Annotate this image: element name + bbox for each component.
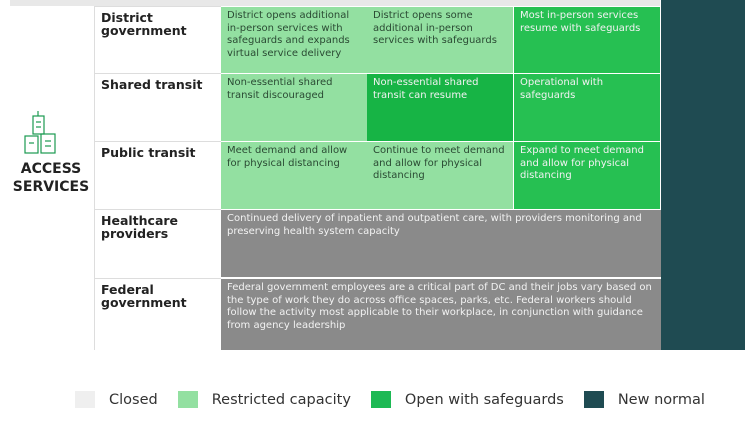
- legend: Closed Restricted capacity Open with safeg…: [75, 391, 725, 408]
- legend-label: New normal: [617, 391, 705, 408]
- legend-swatch: [177, 391, 198, 408]
- row-label: Federal government: [101, 282, 187, 310]
- legend-label: Restricted capacity: [211, 391, 351, 408]
- row-separator: [95, 278, 221, 279]
- cell: Non-essential shared transit can resume: [367, 74, 513, 141]
- legend-label: Closed: [109, 391, 158, 408]
- row-separator: [95, 141, 221, 142]
- cell: Operational with safeguards: [514, 74, 660, 141]
- legend-label: Open with safeguards: [404, 391, 564, 408]
- cell: Federal government employees are a criti…: [221, 279, 661, 350]
- row-separator: [95, 6, 221, 7]
- row-separator: [95, 73, 221, 74]
- cell: District opens additional in-person serv…: [221, 7, 367, 73]
- cell: Most in-person services resume with safe…: [514, 7, 660, 73]
- building-icon: [24, 111, 56, 154]
- cell: Continued delivery of inpatient and outp…: [221, 210, 661, 277]
- row-label: Healthcare providers: [101, 213, 179, 241]
- cell: Non-essential shared transit discouraged: [221, 74, 367, 141]
- legend-swatch: [583, 391, 604, 408]
- cell: Meet demand and allow for physical dista…: [221, 142, 367, 209]
- top-strip: [10, 0, 660, 6]
- legend-swatch: [370, 391, 391, 408]
- cell: District opens some additional in-person…: [367, 7, 513, 73]
- row-label: Shared transit: [101, 77, 203, 92]
- row-separator: [95, 209, 221, 210]
- row-label: District government: [101, 10, 187, 38]
- cell: Expand to meet demand and allow for phys…: [514, 142, 660, 209]
- row-label: Public transit: [101, 145, 196, 160]
- legend-swatch: [75, 391, 95, 408]
- cell: Continue to meet demand and allow for ph…: [367, 142, 513, 209]
- section-label: ACCESS SERVICES: [12, 161, 90, 195]
- new-normal-column: [661, 0, 745, 350]
- label-border: [94, 6, 95, 350]
